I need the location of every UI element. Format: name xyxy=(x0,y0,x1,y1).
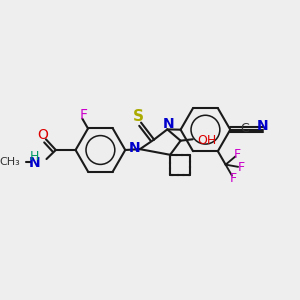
Text: N: N xyxy=(29,156,40,170)
Text: H: H xyxy=(30,150,39,163)
Text: S: S xyxy=(133,110,144,124)
Text: CH₃: CH₃ xyxy=(0,157,20,167)
Text: O: O xyxy=(37,128,48,142)
Text: N: N xyxy=(129,141,141,155)
Text: N: N xyxy=(163,117,175,131)
Text: F: F xyxy=(234,148,241,161)
Text: F: F xyxy=(79,108,87,122)
Text: C: C xyxy=(240,122,249,135)
Text: OH: OH xyxy=(197,134,217,147)
Text: F: F xyxy=(230,172,237,184)
Text: N: N xyxy=(257,119,268,133)
Text: F: F xyxy=(237,161,244,174)
